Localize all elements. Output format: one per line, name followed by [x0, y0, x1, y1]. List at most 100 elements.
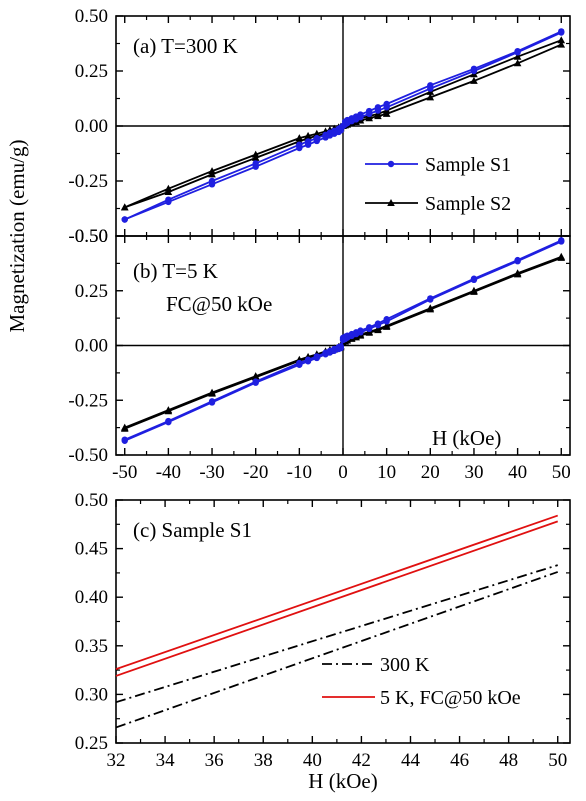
- panel-c: 0.25 0.30 0.35 0.40 0.45 0.50 32 34 36 38 40 42 44 46…: [75, 490, 571, 793]
- x-tick-label: 40: [303, 750, 322, 771]
- panel-label-b-condition: FC@50 kOe: [166, 292, 272, 316]
- x-tick-label: 36: [205, 750, 224, 771]
- y-tick-label: -0.50: [68, 226, 108, 247]
- data-point-sample-s2: [374, 112, 382, 120]
- data-point-sample-s1: [470, 276, 478, 283]
- data-point-sample-s1: [121, 437, 128, 444]
- data-point-sample-s1: [365, 325, 373, 333]
- y-tick-label: 0.30: [75, 684, 108, 705]
- data-point-sample-s2: [426, 305, 435, 313]
- data-point-sample-s2: [251, 373, 260, 381]
- x-tick-label: 38: [254, 750, 273, 771]
- y-tick-label: 0.25: [75, 61, 108, 82]
- data-point-sample-s1: [514, 49, 521, 56]
- x-tick-label: 0: [338, 462, 348, 483]
- series-line-300k-1: [115, 571, 559, 729]
- panel-label-a: (a) T=300 K: [133, 34, 238, 58]
- series-line-5k-fc-1: [115, 520, 559, 677]
- y-tick-label: -0.50: [68, 445, 108, 466]
- data-point-sample-s2: [120, 203, 129, 211]
- data-point-sample-s1: [374, 107, 382, 114]
- legend-label: 5 K, FC@50 kOe: [380, 687, 521, 709]
- data-point-sample-s2: [365, 328, 373, 336]
- y-tick-label: 0.50: [75, 490, 108, 511]
- data-point-sample-s2: [164, 407, 173, 415]
- y-tick-label: -0.25: [68, 171, 108, 192]
- data-point-sample-s2: [365, 114, 373, 122]
- y-tick-label: 0.25: [75, 281, 108, 302]
- data-point-sample-s1: [558, 29, 565, 36]
- legend-marker: [387, 160, 395, 168]
- data-point-sample-s2: [251, 153, 260, 161]
- x-tick-label: -30: [199, 462, 224, 483]
- data-point-sample-s2: [513, 270, 522, 278]
- panel-label-b: (b) T=5 K: [133, 259, 218, 283]
- x-tick-label: -50: [112, 462, 137, 483]
- data-point-sample-s1: [208, 399, 216, 406]
- x-tick-label: 42: [352, 750, 371, 771]
- data-point-sample-s1: [304, 141, 312, 148]
- legend-label: 300 K: [380, 654, 430, 676]
- data-point-sample-s2: [164, 188, 173, 195]
- data-point-sample-s1: [304, 358, 312, 365]
- data-point-sample-s1: [296, 361, 303, 368]
- data-point-sample-s1: [313, 354, 321, 362]
- data-point-sample-s2: [557, 40, 566, 48]
- data-point-sample-s2: [513, 59, 522, 67]
- data-point-sample-s1: [252, 379, 259, 386]
- panel-b: -0.50 -0.25 0.00 0.25 0.50 -50 -40 -30 -20 -10 0 10…: [68, 226, 571, 483]
- panel-label-c: (c) Sample S1: [133, 518, 252, 542]
- data-point-sample-s1: [514, 257, 521, 265]
- data-point-sample-s1: [357, 329, 364, 336]
- data-point-sample-s1: [357, 114, 364, 121]
- data-point-sample-s2: [382, 109, 391, 117]
- data-point-sample-s2: [208, 170, 216, 178]
- y-axis-title: Magnetization (emu/g): [5, 139, 29, 332]
- legend-label: Sample S2: [425, 193, 511, 215]
- x-tick-label: 50: [552, 462, 571, 483]
- data-point-sample-s2: [557, 36, 566, 44]
- data-point-sample-s1: [121, 216, 128, 223]
- data-point-sample-s1: [365, 110, 373, 118]
- data-point-sample-s1: [383, 318, 390, 325]
- x-tick-label: 20: [421, 462, 440, 483]
- y-tick-label: 0.25: [75, 733, 108, 754]
- x-tick-label: 30: [464, 462, 483, 483]
- x-tick-label: -40: [156, 462, 181, 483]
- data-point-sample-s1: [427, 296, 434, 303]
- x-tick-label: 34: [156, 750, 176, 771]
- data-point-sample-s2: [557, 253, 566, 261]
- data-point-sample-s1: [374, 321, 382, 329]
- y-tick-label: 0.35: [75, 636, 108, 657]
- data-point-sample-s2: [470, 76, 478, 84]
- x-axis-title-inset: H (kOe): [432, 426, 501, 450]
- data-point-sample-s1: [252, 163, 259, 170]
- y-tick-label: 0.50: [75, 226, 108, 247]
- data-point-sample-s1: [165, 198, 172, 206]
- x-tick-label: 44: [401, 750, 421, 771]
- data-point-sample-s1: [165, 418, 172, 426]
- data-point-sample-s1: [383, 104, 390, 111]
- x-axis-title: H (kOe): [308, 769, 377, 793]
- y-tick-label: 0.00: [75, 116, 108, 137]
- data-point-sample-s1: [296, 144, 303, 152]
- data-point-sample-s2: [374, 326, 382, 334]
- data-point-sample-s2: [426, 93, 435, 101]
- y-tick-label: 0.50: [75, 6, 108, 27]
- x-tick-label: 48: [499, 750, 518, 771]
- x-tick-label: -20: [243, 462, 268, 483]
- data-point-sample-s1: [558, 238, 565, 245]
- data-point-sample-s2: [513, 52, 522, 60]
- legend-marker: [387, 199, 395, 206]
- y-tick-label: -0.25: [68, 390, 108, 411]
- data-point-sample-s2: [208, 389, 216, 397]
- series-line-300k-0: [115, 564, 558, 704]
- data-point-sample-s1: [208, 181, 216, 188]
- data-point-sample-s2: [470, 287, 478, 295]
- x-tick-label: 40: [508, 462, 527, 483]
- y-tick-label: 0.45: [75, 539, 108, 560]
- y-tick-label: 0.00: [75, 336, 108, 357]
- data-point-sample-s1: [337, 344, 345, 352]
- x-tick-label: 10: [377, 462, 396, 483]
